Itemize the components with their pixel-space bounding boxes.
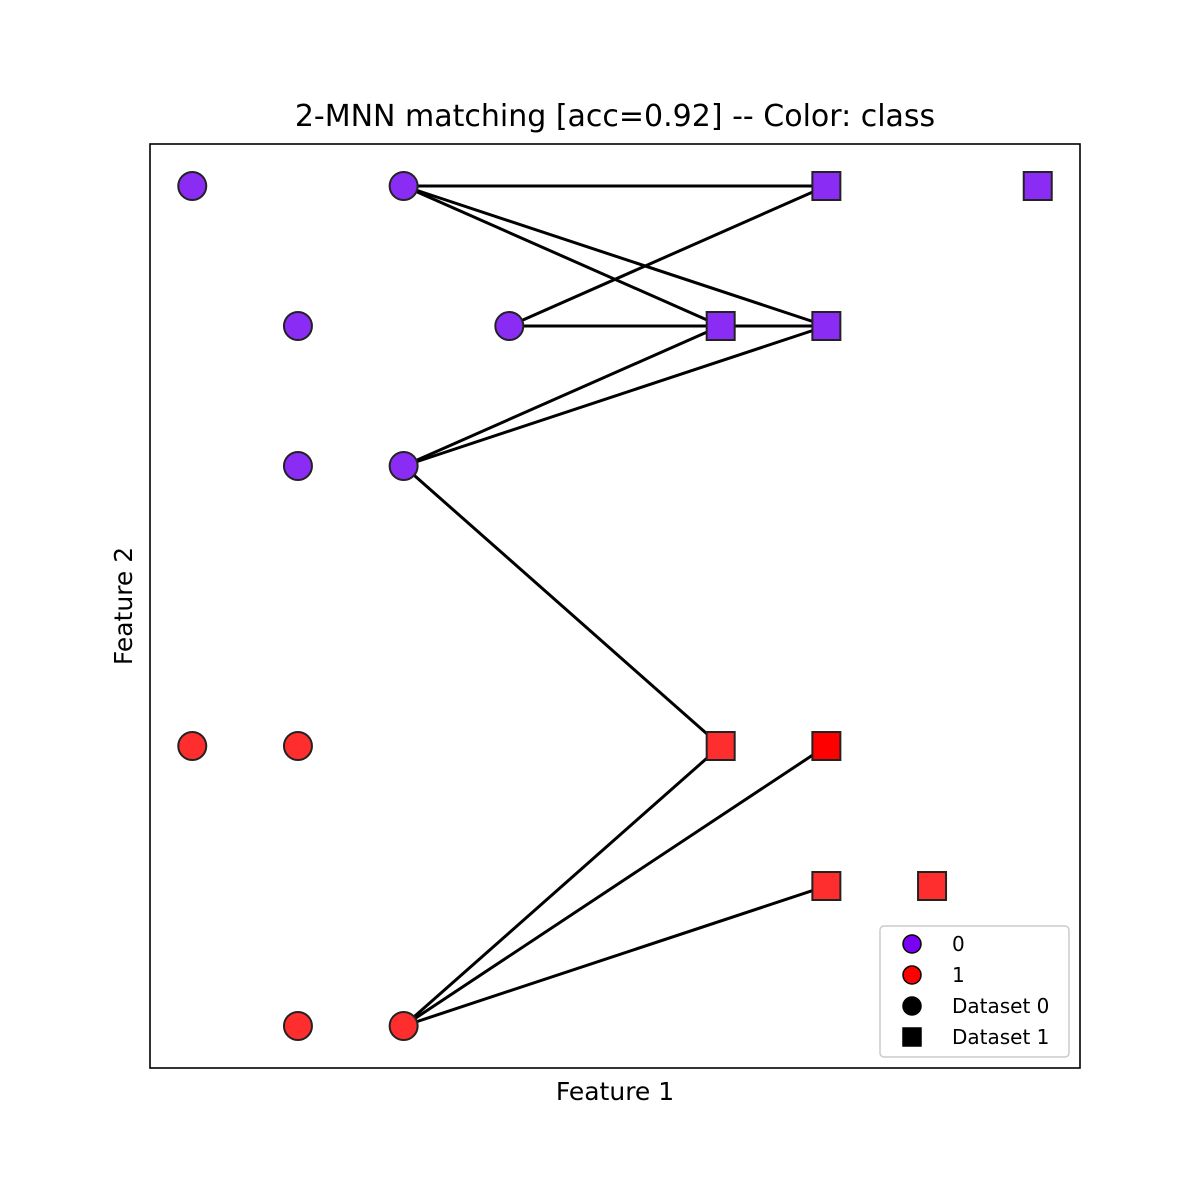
match-line-11 [402, 884, 828, 1028]
dataset-0-point-7 [282, 731, 313, 761]
plot-frame [149, 143, 1081, 1069]
dataset-0-point-8 [282, 1011, 313, 1041]
dataset-0-point-9 [388, 1011, 419, 1041]
legend: 0 1 Dataset 0 Dataset 1 [879, 925, 1070, 1058]
match-line-10 [402, 744, 828, 1028]
dataset-0-point-2 [282, 311, 313, 341]
dataset-1-point-1 [1022, 171, 1053, 201]
dataset-1-point-3 [811, 311, 842, 341]
x-axis-label: Feature 1 [556, 1077, 674, 1106]
dataset-1-point-2 [705, 311, 736, 341]
data-points [177, 171, 1053, 1041]
match-line-7 [402, 324, 828, 468]
dataset-0-point-0 [177, 171, 208, 201]
dataset-1-point-0 [811, 171, 842, 201]
dataset-0-point-1 [388, 171, 419, 201]
legend-marker-1 [902, 965, 922, 985]
match-lines [402, 184, 828, 1028]
legend-marker-0 [902, 934, 922, 954]
y-axis-label: Feature 2 [109, 547, 138, 665]
match-line-9 [402, 744, 723, 1028]
match-line-6 [402, 324, 723, 468]
dataset-0-point-4 [282, 451, 313, 481]
dataset-0-point-3 [494, 311, 525, 341]
match-line-2 [402, 184, 828, 328]
match-line-1 [402, 184, 723, 328]
match-line-8 [402, 464, 723, 748]
dataset-0-point-6 [177, 731, 208, 761]
dataset-1-point-6 [811, 871, 842, 901]
legend-marker-2 [902, 996, 922, 1016]
dataset-1-point-7 [917, 871, 948, 901]
legend-label-3: Dataset 1 [952, 1025, 1049, 1049]
legend-marker-3 [902, 1027, 922, 1047]
legend-label-0: 0 [952, 932, 965, 956]
chart-title: 2-MNN matching [acc=0.92] -- Color: clas… [295, 99, 935, 134]
match-line-3 [507, 184, 828, 328]
legend-label-2: Dataset 0 [952, 994, 1049, 1018]
legend-box [879, 925, 1070, 1058]
legend-label-1: 1 [952, 963, 965, 987]
dataset-0-point-5 [388, 451, 419, 481]
dataset-1-point-5 [811, 731, 842, 761]
dataset-1-point-4 [705, 731, 736, 761]
